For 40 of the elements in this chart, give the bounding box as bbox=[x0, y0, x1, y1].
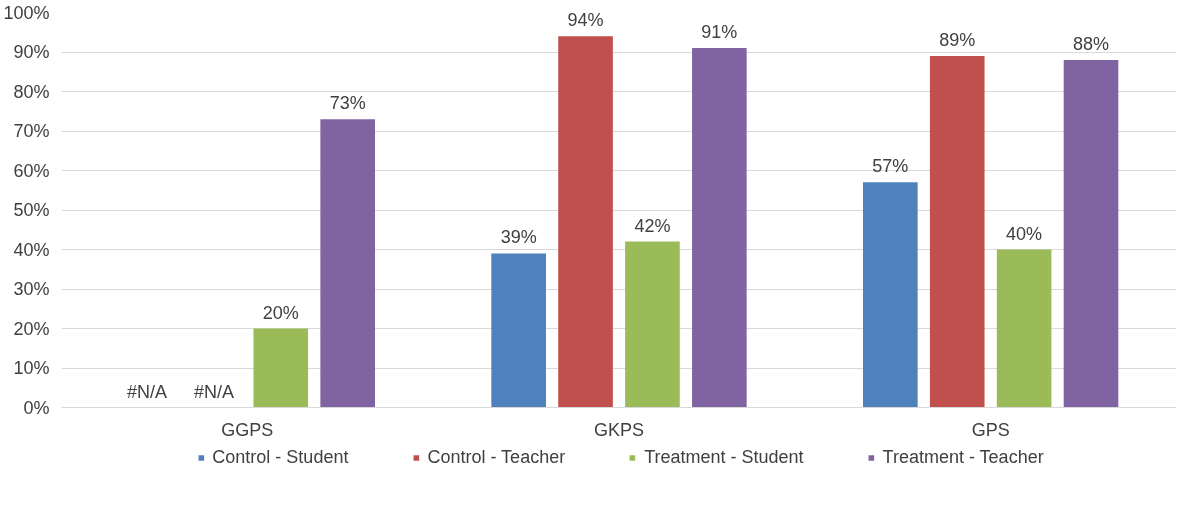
y-tick-label: 50% bbox=[13, 200, 50, 220]
y-tick-label: 60% bbox=[13, 160, 50, 181]
y-tick-label: 0% bbox=[23, 397, 50, 418]
data-label: 91% bbox=[701, 22, 738, 43]
bar bbox=[692, 48, 747, 408]
y-tick-label: 70% bbox=[13, 121, 50, 141]
x-tick-label: GPS bbox=[971, 419, 1010, 440]
y-tick-label: 10% bbox=[13, 358, 50, 378]
data-label: 39% bbox=[500, 227, 537, 248]
data-label: 57% bbox=[872, 156, 909, 177]
bar bbox=[558, 36, 613, 408]
bar bbox=[320, 119, 375, 408]
y-tick-label: 40% bbox=[13, 239, 50, 260]
legend-label: Control - Teacher bbox=[427, 446, 566, 468]
y-tick-label: 100% bbox=[3, 2, 50, 23]
y-tick-label: 30% bbox=[13, 279, 50, 299]
legend-label: Treatment - Student bbox=[644, 446, 804, 468]
data-label: 73% bbox=[329, 93, 366, 114]
x-tick-label: GGPS bbox=[221, 419, 274, 440]
y-tick-label: 80% bbox=[13, 81, 50, 102]
bar bbox=[996, 249, 1052, 408]
legend-label: Control - Student bbox=[212, 446, 349, 468]
data-label: 20% bbox=[262, 302, 299, 323]
y-tick-label: 20% bbox=[13, 318, 50, 339]
legend-label: Treatment - Teacher bbox=[882, 446, 1044, 468]
bar bbox=[625, 241, 680, 408]
bar bbox=[863, 182, 918, 408]
data-label: 40% bbox=[1006, 223, 1043, 244]
bar bbox=[1063, 59, 1119, 408]
bar bbox=[253, 328, 309, 408]
bar bbox=[929, 55, 985, 408]
x-tick-label: GKPS bbox=[593, 419, 645, 440]
text: #N/A bbox=[126, 381, 168, 402]
y-tick-label: 90% bbox=[13, 42, 50, 62]
data-label: 42% bbox=[634, 215, 671, 236]
data-label: 94% bbox=[567, 10, 604, 31]
text: #N/A bbox=[193, 381, 234, 402]
data-label: 88% bbox=[1073, 33, 1110, 54]
bar bbox=[491, 253, 546, 408]
data-label: 89% bbox=[939, 29, 976, 50]
